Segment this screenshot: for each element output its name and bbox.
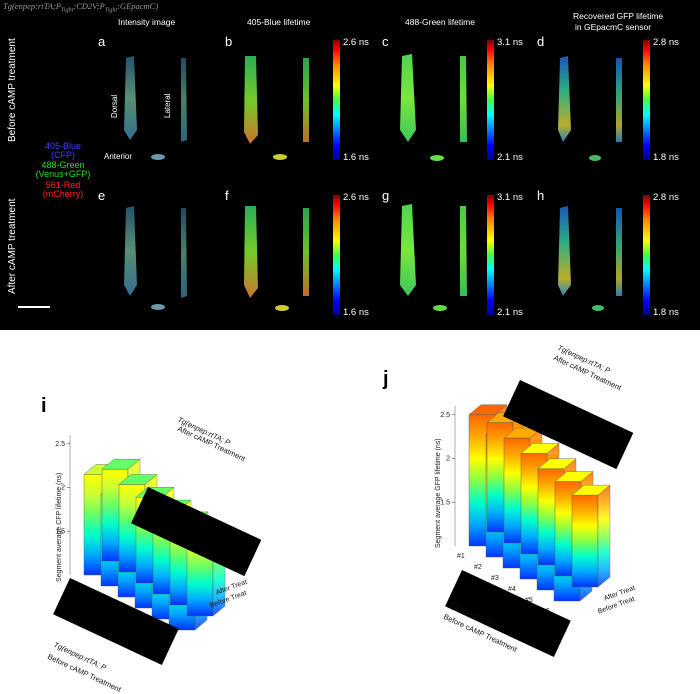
panel-letter-h: h [537,188,545,203]
bar-top [118,474,158,485]
bar-top [101,458,141,470]
worm-row-before [124,54,622,161]
y-tick-label: 2.5 [440,412,450,419]
panel-letter-d: d [537,34,545,49]
chart-i-letter: i [41,395,47,417]
cbar-blue-min-2: 1.6 ns [343,307,369,318]
chart-i: 1.522.5#1#2#3#4#5#6 [55,435,226,644]
colorbar-green-1 [487,40,494,160]
panel-letter-a: a [98,34,106,49]
col-head-recovered-1: Recovered GFP lifetime [573,11,664,21]
cbar-gfp-min-2: 1.8 ns [653,307,679,318]
legend-blue-2: (CFP) [51,150,75,160]
panel-letter-g: g [382,188,390,203]
chart-j: 1.522.5#1#2#3#4#5#6 [440,404,611,615]
cbar-green-max-1: 3.1 ns [497,37,523,48]
colorbar-green-2 [487,195,494,315]
cbar-blue-max-1: 2.6 ns [343,37,369,48]
colorbar-blue-2 [333,195,340,315]
scale-bar [18,306,50,308]
label-anterior: Anterior [104,152,133,161]
cbar-gfp-max-1: 2.8 ns [653,37,679,48]
legend-blue-1: 405-Blue [44,141,82,151]
y-tick-label: 1.5 [55,528,65,535]
chart-j-ylabel: Segment average GFP lifetime (ns) [435,438,442,548]
cbar-blue-min-1: 1.6 ns [343,152,369,163]
microscopy-panel [0,0,700,330]
bar-top [571,484,611,496]
axes: 1.5 2 2.5 [440,406,456,546]
category-label: #1 [457,553,465,560]
y-tick-label: 2 [446,456,450,463]
bar-top [537,458,577,469]
y-tick-label: 1.5 [440,499,450,506]
chart-j-letter: j [383,368,389,390]
category-label: #2 [474,564,482,571]
colorbar-gfp-2 [643,195,650,315]
cbar-green-min-2: 2.1 ns [497,307,523,318]
cbar-green-max-2: 3.1 ns [497,192,523,203]
y-tick-label: 2.5 [55,441,65,448]
panel-letter-f: f [225,188,229,203]
axes: 1.5 2 2.5 [55,435,71,575]
category-label: #4 [508,586,516,593]
col-head-recovered-2: in GEpacmC sensor [575,22,652,32]
panel-letter-e: e [98,188,106,203]
colorbar-gfp-1 [643,40,650,160]
colorbar-blue-1 [333,40,340,160]
cbar-green-min-1: 2.1 ns [497,152,523,163]
panel-letter-c: c [382,34,389,49]
legend-red-2: (mCherry) [42,189,84,199]
worm-row-after [124,204,622,311]
chart-i-ylabel: Segment average CFP lifetime (ns) [56,472,63,582]
col-head-405: 405-Blue lifetime [247,17,311,27]
top-title: Tg(enpep:rtTA;PTight:CD2V;PTight:GEpacmC… [3,1,159,14]
legend-green-2: (Venus+GFP) [35,169,91,179]
cbar-gfp-min-1: 1.8 ns [653,152,679,163]
worm-images [124,54,622,311]
col-head-intensity: Intensity image [118,17,176,27]
category-label: #3 [491,575,499,582]
panel-letter-b: b [225,34,233,49]
col-head-488: 488-Green lifetime [405,17,475,27]
bar-top [520,443,560,454]
cbar-blue-max-2: 2.6 ns [343,192,369,203]
cbar-gfp-max-2: 2.8 ns [653,192,679,203]
legend-green-1: 488-Green [41,160,85,170]
y-tick-label: 2 [61,485,65,492]
bar-top [554,471,594,482]
bar-before-treat-6 [571,484,611,588]
bar-face [571,494,599,588]
bar-side [597,484,611,588]
legend-red-1: 561-Red [45,180,81,190]
